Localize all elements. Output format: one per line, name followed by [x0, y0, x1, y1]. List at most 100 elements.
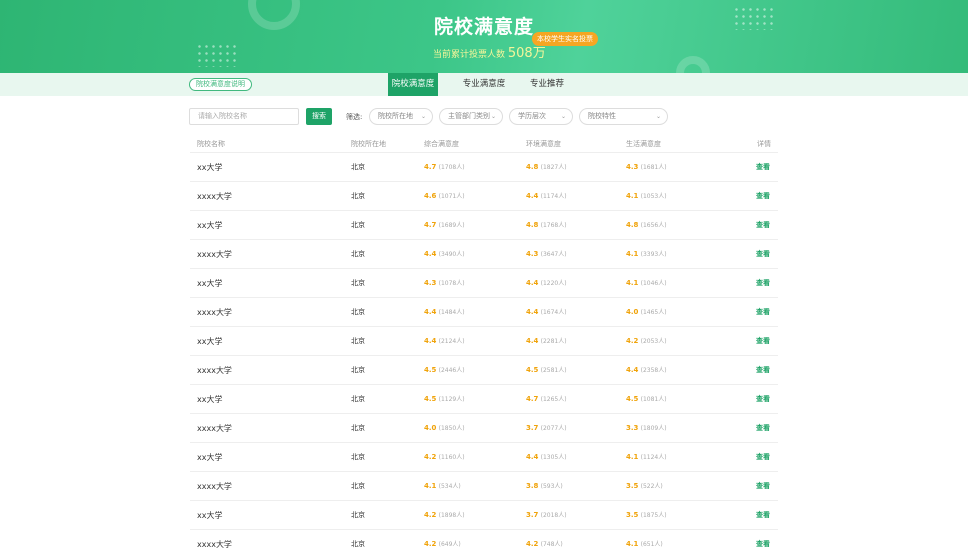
vote-count: (1656人) — [640, 222, 667, 229]
school-location: 北京 — [351, 540, 365, 548]
vote-count: (2124人) — [438, 338, 465, 345]
vote-count: (1078人) — [438, 280, 465, 287]
school-location: 北京 — [351, 395, 365, 403]
vote-count: (1898人) — [438, 512, 465, 519]
department-select[interactable]: 主管部门类别 ⌄ — [439, 108, 503, 125]
school-location: 北京 — [351, 511, 365, 519]
vote-count: (1265人) — [540, 396, 567, 403]
school-location: 北京 — [351, 424, 365, 432]
school-location: 北京 — [351, 163, 365, 171]
score-value: 4.5 — [626, 395, 639, 403]
school-name: xxxx大学 — [197, 250, 232, 259]
chevron-down-icon: ⌄ — [560, 113, 566, 120]
view-detail-link[interactable]: 查看 — [756, 250, 770, 258]
vote-count: (593人) — [540, 483, 563, 490]
school-name: xxxx大学 — [197, 540, 232, 549]
decor-dots — [733, 6, 773, 30]
satisfaction-score: 4.1 (651人) — [626, 530, 663, 559]
score-value: 4.0 — [424, 424, 437, 432]
school-name: xxxx大学 — [197, 192, 232, 201]
header-life: 生活满意度 — [626, 140, 661, 148]
vote-count: (1768人) — [540, 222, 567, 229]
degree-select[interactable]: 学历层次 ⌄ — [509, 108, 573, 125]
chevron-down-icon: ⌄ — [420, 113, 426, 120]
vote-count: 当前累计投票人数 508万 — [433, 42, 546, 61]
decor-dots — [196, 43, 236, 67]
school-name: xxxx大学 — [197, 482, 232, 491]
satisfaction-score: 4.3 (1681人) — [626, 153, 667, 182]
view-detail-link[interactable]: 查看 — [756, 279, 770, 287]
score-value: 4.4 — [526, 453, 539, 461]
table-row: xx大学 北京 4.2 (1898人) 3.7 (2018人) 3.5 (1875人) 查… — [190, 500, 778, 529]
score-value: 4.3 — [424, 279, 437, 287]
satisfaction-score: 4.5 (2446人) — [424, 356, 465, 385]
vote-count: (1081人) — [640, 396, 667, 403]
view-detail-link[interactable]: 查看 — [756, 221, 770, 229]
table-row: xxxx大学 北京 4.4 (3490人) 4.3 (3647人) 4.1 (3393人… — [190, 239, 778, 268]
vote-count: (2053人) — [640, 338, 667, 345]
satisfaction-score: 4.3 (1078人) — [424, 269, 465, 298]
view-detail-link[interactable]: 查看 — [756, 337, 770, 345]
view-detail-link[interactable]: 查看 — [756, 540, 770, 548]
table-row: xxxx大学 北京 4.0 (1850人) 3.7 (2077人) 3.3 (1809人… — [190, 413, 778, 442]
table-row: xxxx大学 北京 4.6 (1071人) 4.4 (1174人) 4.1 (1053人… — [190, 181, 778, 210]
explain-button[interactable]: 院校满意度说明 — [189, 78, 252, 91]
view-detail-link[interactable]: 查看 — [756, 163, 770, 171]
search-button[interactable]: 搜索 — [306, 108, 332, 125]
school-search-input[interactable]: 请输入院校名称 — [189, 108, 299, 125]
score-value: 4.5 — [526, 366, 539, 374]
school-name: xxxx大学 — [197, 424, 232, 433]
satisfaction-score: 4.8 (1768人) — [526, 211, 567, 240]
vote-count: (1484人) — [438, 309, 465, 316]
view-detail-link[interactable]: 查看 — [756, 192, 770, 200]
satisfaction-score: 4.7 (1689人) — [424, 211, 465, 240]
vote-count: (1220人) — [540, 280, 567, 287]
vote-count: (1046人) — [640, 280, 667, 287]
view-detail-link[interactable]: 查看 — [756, 424, 770, 432]
feature-select[interactable]: 院校特性 ⌄ — [579, 108, 668, 125]
satisfaction-score: 4.7 (1265人) — [526, 385, 567, 414]
vote-count: (1071人) — [438, 193, 465, 200]
satisfaction-score: 4.4 (1174人) — [526, 182, 567, 211]
view-detail-link[interactable]: 查看 — [756, 366, 770, 374]
vote-count: (1689人) — [438, 222, 465, 229]
school-location: 北京 — [351, 221, 365, 229]
vote-count: (1053人) — [640, 193, 667, 200]
vote-value: 508万 — [507, 46, 546, 61]
location-select[interactable]: 院校所在地 ⌄ — [369, 108, 433, 125]
view-detail-link[interactable]: 查看 — [756, 395, 770, 403]
satisfaction-score: 4.4 (3490人) — [424, 240, 465, 269]
satisfaction-score: 4.5 (2581人) — [526, 356, 567, 385]
score-value: 4.4 — [526, 337, 539, 345]
view-detail-link[interactable]: 查看 — [756, 308, 770, 316]
school-location: 北京 — [351, 250, 365, 258]
table-row: xx大学 北京 4.4 (2124人) 4.4 (2281人) 4.2 (2053人) 查… — [190, 326, 778, 355]
satisfaction-score: 4.2 (2053人) — [626, 327, 667, 356]
score-value: 4.1 — [626, 540, 639, 548]
table-row: xx大学 北京 4.3 (1078人) 4.4 (1220人) 4.1 (1046人) 查… — [190, 268, 778, 297]
score-value: 4.0 — [626, 308, 639, 316]
score-value: 3.8 — [526, 482, 539, 490]
tab-school-satisfaction[interactable]: 院校满意度 — [388, 73, 438, 96]
view-detail-link[interactable]: 查看 — [756, 511, 770, 519]
score-value: 3.5 — [626, 482, 639, 490]
satisfaction-score: 4.4 (2358人) — [626, 356, 667, 385]
satisfaction-score: 4.2 (649人) — [424, 530, 461, 559]
tab-major-recommend[interactable]: 专业推荐 — [529, 79, 564, 89]
school-location: 北京 — [351, 337, 365, 345]
score-value: 3.7 — [526, 511, 539, 519]
table-row: xxxx大学 北京 4.2 (649人) 4.2 (748人) 4.1 (651人) 查看 — [190, 529, 778, 558]
satisfaction-score: 3.3 (1809人) — [626, 414, 667, 443]
header-overall: 综合满意度 — [424, 140, 459, 148]
real-name-badge: 本校学生实名投票 — [532, 32, 598, 46]
vote-count: (1875人) — [640, 512, 667, 519]
satisfaction-score: 4.1 (534人) — [424, 472, 461, 501]
score-value: 4.5 — [424, 366, 437, 374]
view-detail-link[interactable]: 查看 — [756, 482, 770, 490]
view-detail-link[interactable]: 查看 — [756, 453, 770, 461]
tab-major-satisfaction[interactable]: 专业满意度 — [462, 79, 506, 89]
vote-count: (1809人) — [640, 425, 667, 432]
school-name: xx大学 — [197, 221, 223, 230]
score-value: 4.8 — [526, 163, 539, 171]
score-value: 4.4 — [626, 366, 639, 374]
